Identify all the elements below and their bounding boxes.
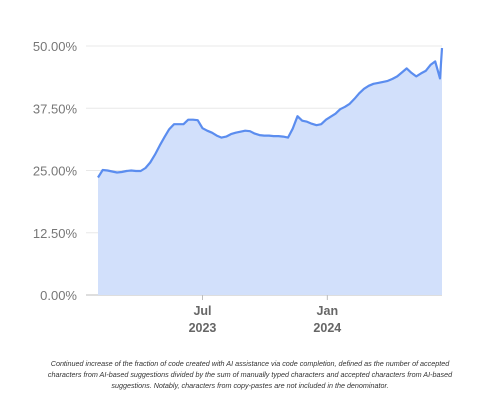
series-line (97, 47, 444, 179)
data-point (348, 102, 351, 105)
data-point (115, 171, 118, 174)
data-point (272, 135, 275, 138)
data-point (386, 79, 389, 82)
data-point (182, 123, 185, 126)
data-point (96, 176, 99, 179)
x-tick-label-year: 2023 (189, 321, 217, 335)
data-point (177, 123, 180, 126)
data-point (381, 80, 384, 83)
data-point (286, 136, 289, 139)
data-point (111, 170, 114, 173)
data-point (206, 129, 209, 132)
data-point (139, 169, 142, 172)
data-point (410, 71, 413, 74)
data-point (343, 105, 346, 108)
series-area (98, 48, 442, 295)
data-point (419, 72, 422, 75)
area-fill-layer (98, 48, 442, 295)
data-point (400, 71, 403, 74)
data-point (239, 130, 242, 133)
data-point (424, 69, 427, 72)
area-chart: 0.00% 12.50% 25.00% 37.50% 50.00% Jul 20… (33, 39, 444, 335)
data-point (163, 136, 166, 139)
data-point (229, 133, 232, 136)
data-point (267, 134, 270, 137)
data-point (215, 134, 218, 137)
x-tick-label-month: Jan (317, 304, 339, 318)
data-point (415, 75, 418, 78)
x-tick-label-year: 2024 (313, 321, 341, 335)
data-point (358, 92, 361, 95)
data-point (396, 75, 399, 78)
data-point (440, 46, 443, 49)
data-point (377, 81, 380, 84)
data-point (134, 169, 137, 172)
data-point (144, 166, 147, 169)
data-point (405, 67, 408, 70)
data-point (324, 118, 327, 121)
data-point (172, 123, 175, 126)
data-point (253, 132, 256, 135)
data-point (353, 97, 356, 100)
data-point (315, 124, 318, 127)
y-tick-label: 50.00% (33, 39, 78, 54)
data-point (130, 169, 133, 172)
y-tick-label: 37.50% (33, 101, 78, 116)
data-point (196, 119, 199, 122)
figure-caption: Continued increase of the fraction of co… (47, 359, 453, 390)
data-point (434, 60, 437, 63)
data-point (168, 128, 171, 131)
data-point (329, 115, 332, 118)
x-axis-tick-labels: Jul 2023 Jan 2024 (189, 295, 341, 335)
y-axis-tick-labels: 0.00% 12.50% 25.00% 37.50% 50.00% (33, 39, 78, 303)
data-point (367, 84, 370, 87)
data-point (158, 144, 161, 147)
data-point (210, 131, 213, 134)
data-point (429, 63, 432, 66)
line-layer (97, 47, 444, 179)
data-point (187, 118, 190, 121)
data-point (339, 108, 342, 111)
data-point (301, 119, 304, 122)
data-point (153, 153, 156, 156)
data-point (391, 77, 394, 80)
data-point (244, 129, 247, 132)
data-point (201, 127, 204, 130)
data-point (372, 82, 375, 85)
data-point (149, 161, 152, 164)
data-point (277, 135, 280, 138)
y-tick-label: 25.00% (33, 164, 78, 179)
data-point (305, 120, 308, 123)
data-point (220, 136, 223, 139)
data-point (291, 127, 294, 130)
data-point (282, 135, 285, 138)
data-point (248, 130, 251, 133)
y-tick-label: 12.50% (33, 226, 78, 241)
data-point (106, 169, 109, 172)
data-point (438, 77, 441, 80)
data-point (334, 112, 337, 115)
data-point (310, 122, 313, 125)
data-point (101, 168, 104, 171)
data-point (191, 118, 194, 121)
data-point (234, 131, 237, 134)
data-point (263, 134, 266, 137)
data-point (362, 87, 365, 90)
x-tick-label-month: Jul (193, 304, 211, 318)
data-point (120, 170, 123, 173)
data-point (125, 169, 128, 172)
data-point (320, 123, 323, 126)
data-point (258, 134, 261, 137)
data-point (225, 135, 228, 138)
data-point (296, 115, 299, 118)
y-tick-label: 0.00% (40, 288, 77, 303)
